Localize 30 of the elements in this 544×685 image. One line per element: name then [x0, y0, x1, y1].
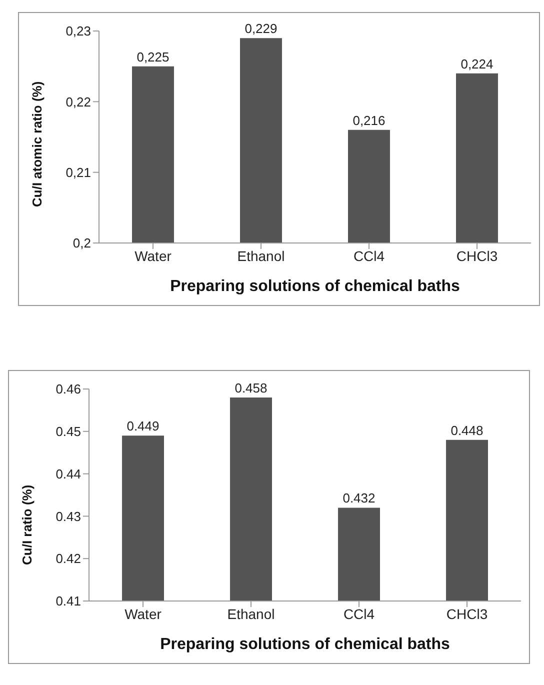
x-tick-label: Ethanol — [237, 248, 285, 264]
y-axis-title: Cu/I atomic ratio (%) — [30, 81, 45, 207]
y-tick-label: 0.44 — [56, 466, 81, 482]
data-label: 0.432 — [342, 490, 376, 506]
data-label: 0,225 — [136, 49, 170, 64]
y-tick-label: 0.41 — [56, 594, 81, 609]
y-axis-title: Cu/I ratio (%) — [20, 484, 35, 565]
x-tick-label: Water — [134, 248, 172, 264]
data-label: 0,216 — [352, 112, 386, 128]
y-tick-label: 0,22 — [66, 94, 91, 110]
x-axis-title: Preparing solutions of chemical baths — [160, 636, 450, 653]
y-tick-label: 0.45 — [56, 424, 81, 440]
x-tick-label: CHCl3 — [446, 606, 488, 622]
y-tick-label: 0,21 — [66, 164, 91, 180]
x-axis-title: Preparing solutions of chemical baths — [170, 278, 460, 295]
y-tick-label: 0.42 — [56, 551, 81, 566]
y-tick-label: 0.43 — [56, 508, 81, 524]
x-tick-label: CCl4 — [343, 606, 375, 622]
x-tick-label: CCl4 — [353, 248, 385, 264]
y-tick-label: 0,23 — [66, 24, 91, 39]
x-tick-label: Water — [124, 606, 162, 622]
y-tick-label: 0,2 — [72, 236, 91, 251]
data-label: 0.448 — [450, 422, 484, 438]
x-tick-label: CHCl3 — [456, 248, 498, 264]
data-label: 0,229 — [244, 21, 278, 36]
data-label: 0.449 — [126, 418, 160, 434]
x-tick-label: Ethanol — [227, 606, 275, 622]
y-tick-label: 0.46 — [56, 382, 81, 397]
data-label: 0.458 — [234, 380, 268, 396]
data-label: 0,224 — [460, 56, 494, 72]
